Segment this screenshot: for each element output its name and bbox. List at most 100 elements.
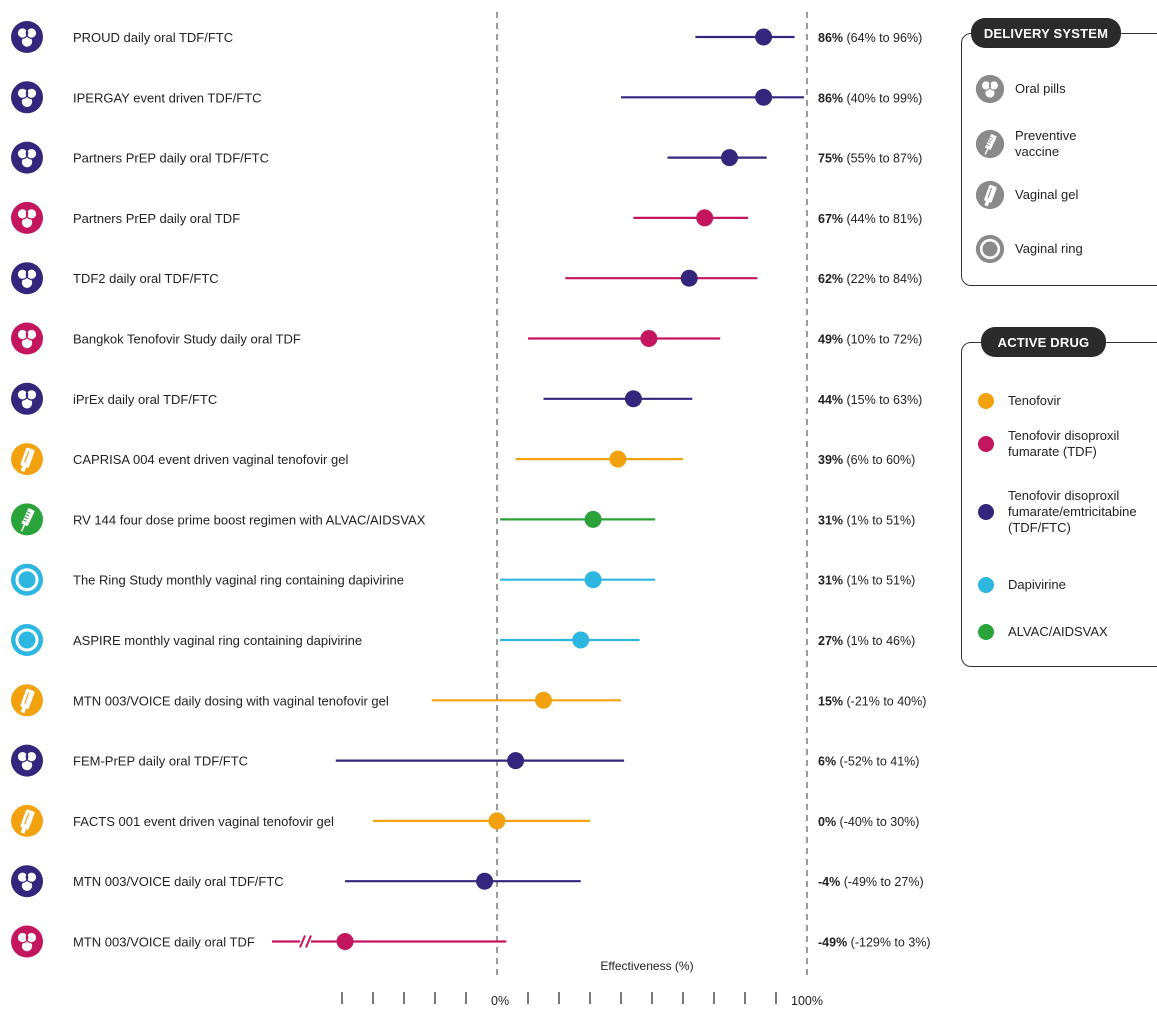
effectiveness-percent: -49% (818, 936, 847, 950)
effectiveness-percent: 67% (818, 212, 843, 226)
effectiveness-percent: 27% (818, 634, 843, 648)
effectiveness-percent: 49% (818, 333, 843, 347)
delivery-system-legend-title: DELIVERY SYSTEM (971, 18, 1121, 48)
oral-pills-icon (11, 262, 43, 295)
vaginal-gel-icon (11, 443, 43, 476)
legend-label: Vaginal ring (1015, 241, 1083, 256)
effectiveness-value: 31% (1% to 51%) (818, 513, 915, 527)
study-row: RV 144 four dose prime boost regimen wit… (11, 503, 915, 536)
effectiveness-value: 0% (-40% to 30%) (818, 815, 919, 829)
study-label: Partners PrEP daily oral TDF/FTC (73, 151, 269, 166)
legend-item-vaginal-ring: Vaginal ring (975, 234, 1083, 264)
confidence-interval: (22% to 84%) (843, 272, 922, 286)
legend-item-drug: Tenofovir (978, 393, 1061, 409)
point-estimate (609, 450, 627, 468)
study-label: iPrEx daily oral TDF/FTC (73, 392, 217, 407)
effectiveness-percent: 75% (818, 152, 843, 166)
legend-item-vaginal-gel: Vaginal gel (975, 180, 1078, 210)
legend-dot (978, 436, 994, 452)
oral-pills-icon (975, 74, 1005, 104)
study-row: FACTS 001 event driven vaginal tenofovir… (11, 804, 919, 837)
study-row: TDF2 daily oral TDF/FTC 62% (22% to 84%) (11, 262, 922, 295)
legend-dot (978, 577, 994, 593)
confidence-interval: (10% to 72%) (843, 333, 922, 347)
effectiveness-value: 44% (15% to 63%) (818, 393, 922, 407)
confidence-interval: (-21% to 40%) (843, 694, 926, 708)
confidence-interval: (-52% to 41%) (836, 755, 919, 769)
point-estimate (680, 269, 698, 287)
confidence-interval: (1% to 51%) (843, 574, 915, 588)
vaginal-gel-legend-icon (975, 180, 1005, 210)
confidence-interval: (-49% to 27%) (840, 875, 923, 889)
study-row: IPERGAY event driven TDF/FTC 86% (40% to … (11, 81, 922, 114)
study-label: FEM-PrEP daily oral TDF/FTC (73, 754, 248, 769)
study-row: Partners PrEP daily oral TDF 67% (44% to … (11, 201, 922, 234)
legend-item-preventive-vaccine: Preventive vaccine (975, 128, 1076, 160)
point-estimate (507, 752, 525, 770)
point-estimate (696, 209, 714, 227)
effectiveness-value: 49% (10% to 72%) (818, 333, 922, 347)
study-label: RV 144 four dose prime boost regimen wit… (73, 512, 426, 527)
point-estimate (721, 149, 738, 167)
study-row: ASPIRE monthly vaginal ring containing d… (11, 624, 915, 656)
legend-label: Dapivirine (1008, 577, 1066, 592)
point-estimate (572, 631, 590, 649)
preventive-vaccine-icon (975, 129, 1005, 159)
study-row: PROUD daily oral TDF/FTC 86% (64% to 96%) (11, 21, 922, 53)
effectiveness-percent: 86% (818, 31, 843, 45)
confidence-interval: (15% to 63%) (843, 393, 922, 407)
x-axis-title: Effectiveness (%) (600, 959, 693, 973)
effectiveness-value: 67% (44% to 81%) (818, 212, 922, 226)
vaginal-gel-icon (11, 684, 43, 717)
study-rows: PROUD daily oral TDF/FTC 86% (64% to 96%)… (11, 21, 931, 958)
study-row: MTN 003/VOICE daily dosing with vaginal … (11, 684, 926, 717)
study-label: FACTS 001 event driven vaginal tenofovir… (73, 814, 334, 829)
oral-pills-icon (11, 925, 43, 958)
point-estimate (624, 390, 642, 408)
legend-item-drug: Dapivirine (978, 577, 1066, 593)
study-row: iPrEx daily oral TDF/FTC 44% (15% to 63%) (11, 382, 922, 415)
point-estimate (755, 88, 773, 106)
confidence-interval: (64% to 96%) (843, 31, 922, 45)
confidence-interval: (55% to 87%) (843, 152, 922, 166)
oral-pills-icon (11, 81, 43, 114)
study-label: TDF2 daily oral TDF/FTC (73, 271, 219, 286)
study-row: MTN 003/VOICE daily oral TDF -49% (-129% … (11, 925, 931, 958)
effectiveness-value: 86% (64% to 96%) (818, 31, 922, 45)
legend-label: ALVAC/AIDSVAX (1008, 624, 1108, 639)
confidence-interval: (-40% to 30%) (836, 815, 919, 829)
study-row: Partners PrEP daily oral TDF/FTC 75% (55%… (11, 141, 922, 174)
legend-dot (978, 624, 994, 640)
legend-item-oral-pills: Oral pills (975, 74, 1066, 104)
tick-label-100: 100% (791, 994, 823, 1008)
preventive-vaccine-icon (11, 503, 43, 536)
point-estimate (535, 691, 552, 709)
legend-label: Oral pills (1015, 81, 1066, 96)
confidence-interval: (1% to 51%) (843, 513, 915, 527)
preventive-vaccine-legend-icon (975, 129, 1005, 159)
oral-pills-icon (11, 744, 43, 777)
legend-label: Tenofovir (1008, 393, 1061, 408)
effectiveness-value: 15% (-21% to 40%) (818, 694, 926, 708)
oral-pills-icon (11, 865, 43, 898)
vaginal-gel-icon (11, 804, 43, 837)
oral-pills-icon (11, 382, 43, 415)
axis-break-mark (305, 935, 312, 948)
legend-dot (978, 393, 994, 409)
effectiveness-percent: 6% (818, 755, 836, 769)
effectiveness-value: -4% (-49% to 27%) (818, 875, 924, 889)
effectiveness-value: -49% (-129% to 3%) (818, 936, 931, 950)
effectiveness-value: 75% (55% to 87%) (818, 152, 922, 166)
point-estimate (476, 872, 494, 890)
study-row: Bangkok Tenofovir Study daily oral TDF 49… (11, 322, 922, 355)
effectiveness-percent: -4% (818, 875, 840, 889)
legend-item-drug: ALVAC/AIDSVAX (978, 624, 1108, 640)
study-row: CAPRISA 004 event driven vaginal tenofov… (11, 443, 915, 476)
point-estimate (584, 571, 602, 589)
study-label: MTN 003/VOICE daily oral TDF/FTC (73, 874, 284, 889)
active-drug-legend-title: ACTIVE DRUG (981, 327, 1106, 357)
oral-pills-legend-icon (975, 74, 1005, 104)
oral-pills-icon (11, 201, 43, 234)
tick-label-0: 0% (491, 994, 509, 1008)
vaginal-ring-icon (975, 234, 1005, 264)
